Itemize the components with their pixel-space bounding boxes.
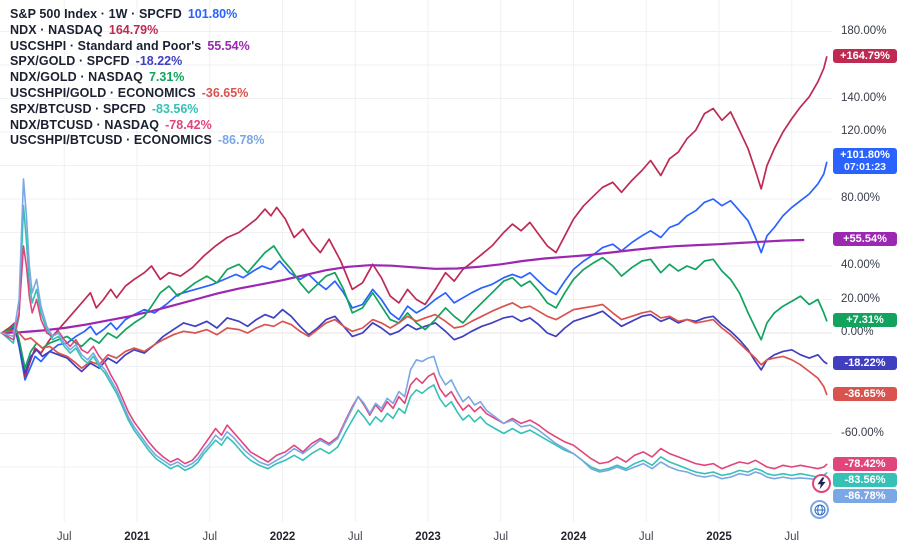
price-label-value: +164.79% (840, 50, 890, 63)
series-line-ndx[interactable] (0, 56, 828, 378)
series-line-uscshpi_gold[interactable] (0, 302, 828, 396)
time-tick-label: Jul (202, 531, 218, 543)
legend-item-uscshpi[interactable]: USCSHPI · Standard and Poor's 55.54% (10, 39, 264, 55)
price-label-ndx[interactable]: +164.79% (833, 49, 897, 64)
price-label-uscshpi_btc[interactable]: -86.78% (833, 488, 897, 503)
legend-change-value: 55.54% (207, 38, 250, 53)
legend-symbol-title: SPX/GOLD · SPCFD (10, 54, 130, 69)
legend: S&P 500 Index · 1W · SPCFD 101.80% NDX · N… (10, 7, 264, 149)
price-tick-label: 20.00% (841, 292, 881, 305)
legend-change-value: -86.78% (217, 133, 265, 148)
legend-change-value: -78.42% (165, 117, 212, 132)
legend-change-value: -18.22% (135, 54, 183, 69)
time-tick-label: 2025 (706, 531, 732, 543)
time-tick-label: 2021 (124, 531, 150, 543)
legend-symbol-title: USCSHPI · Standard and Poor's (10, 38, 202, 53)
series-line-spx_gold[interactable] (0, 308, 828, 375)
price-label-spx[interactable]: +101.80% 07:01:23 (833, 148, 897, 175)
legend-item-spx[interactable]: S&P 500 Index · 1W · SPCFD 101.80% (10, 7, 264, 23)
legend-symbol-title: NDX · NASDAQ (10, 22, 103, 37)
time-tick-label: 2023 (415, 531, 441, 543)
price-label-spx_btc[interactable]: -83.56% (833, 472, 897, 487)
legend-item-ndx[interactable]: NDX · NASDAQ 164.79% (10, 23, 264, 39)
price-label-value: -78.42% (844, 457, 886, 470)
price-label-ndx_btc[interactable]: -78.42% (833, 456, 897, 471)
legend-symbol-title: NDX/BTCUSD · NASDAQ (10, 117, 160, 132)
time-tick-label: 2022 (269, 531, 296, 543)
price-label-value: -86.78% (844, 489, 886, 502)
price-tick-label: 0.00% (841, 326, 874, 338)
time-tick-label: 2024 (560, 531, 587, 543)
price-tick-label: 80.00% (841, 192, 881, 204)
legend-change-value: -83.56% (151, 101, 199, 116)
time-tick-label: Jul (56, 531, 72, 543)
series-line-uscshpi[interactable] (0, 238, 805, 335)
price-label-value: -36.65% (844, 387, 886, 400)
price-label-uscshpi_gold[interactable]: -36.65% (833, 386, 897, 401)
bar-countdown: 07:01:23 (843, 161, 887, 174)
legend-item-spx_gold[interactable]: SPX/GOLD · SPCFD -18.22% (10, 54, 264, 70)
series-line-ndx_gold[interactable] (0, 245, 828, 370)
price-label-value: +101.80% (840, 149, 890, 162)
price-label-ndx_gold[interactable]: +7.31% (833, 313, 897, 328)
legend-item-spx_btc[interactable]: SPX/BTCUSD · SPCFD -83.56% (10, 102, 264, 118)
time-tick-label: Jul (784, 531, 800, 543)
series-line-ndx_btc[interactable] (0, 245, 828, 470)
price-tick-label: -60.00% (841, 426, 884, 439)
legend-symbol-title: NDX/GOLD · NASDAQ (10, 70, 143, 85)
legend-symbol-title: USCSHPI/BTCUSD · ECONOMICS (10, 133, 212, 148)
series-line-spx[interactable] (0, 161, 828, 381)
price-label-value: -83.56% (844, 473, 886, 486)
price-label-spx_gold[interactable]: -18.22% (833, 356, 897, 371)
time-tick-label: Jul (347, 531, 363, 543)
time-tick-label: Jul (638, 531, 654, 543)
legend-item-ndx_btc[interactable]: NDX/BTCUSD · NASDAQ -78.42% (10, 118, 264, 134)
legend-symbol-title: S&P 500 Index · 1W · SPCFD (10, 7, 182, 21)
legend-change-value: 101.80% (187, 7, 238, 21)
price-tick-label: 40.00% (841, 259, 881, 271)
legend-item-uscshpi_gold[interactable]: USCSHPI/GOLD · ECONOMICS -36.65% (10, 86, 264, 102)
legend-item-ndx_gold[interactable]: NDX/GOLD · NASDAQ 7.31% (10, 70, 264, 86)
series-line-uscshpi_btc[interactable] (0, 178, 828, 481)
price-label-value: +55.54% (843, 233, 887, 246)
economics-globe-icon (810, 500, 829, 519)
legend-item-uscshpi_btc[interactable]: USCSHPI/BTCUSD · ECONOMICS -86.78% (10, 133, 264, 149)
price-label-value: +7.31% (846, 314, 884, 327)
nasdaq-lightning-icon (812, 474, 831, 493)
time-tick-label: Jul (493, 531, 509, 543)
price-tick-label: 120.00% (841, 125, 887, 137)
time-scale[interactable]: Jul 2021 Jul 2022 Jul 2023 Jul 2024 Jul 2025 Jul (0, 522, 900, 559)
price-label-uscshpi[interactable]: +55.54% (833, 232, 897, 247)
legend-change-value: 164.79% (108, 22, 159, 37)
legend-change-value: -36.65% (201, 85, 249, 100)
legend-change-value: 7.31% (148, 70, 185, 85)
series-line-spx_btc[interactable] (0, 204, 828, 478)
price-tick-label: 140.00% (841, 91, 887, 104)
price-scale[interactable]: 180.00% 140.00% 120.00% 80.00% 40.00% 20.00% 0… (833, 0, 900, 522)
price-label-value: -18.22% (844, 357, 886, 370)
legend-symbol-title: USCSHPI/GOLD · ECONOMICS (10, 85, 196, 100)
price-tick-label: 180.00% (841, 24, 887, 37)
legend-symbol-title: SPX/BTCUSD · SPCFD (10, 101, 146, 116)
